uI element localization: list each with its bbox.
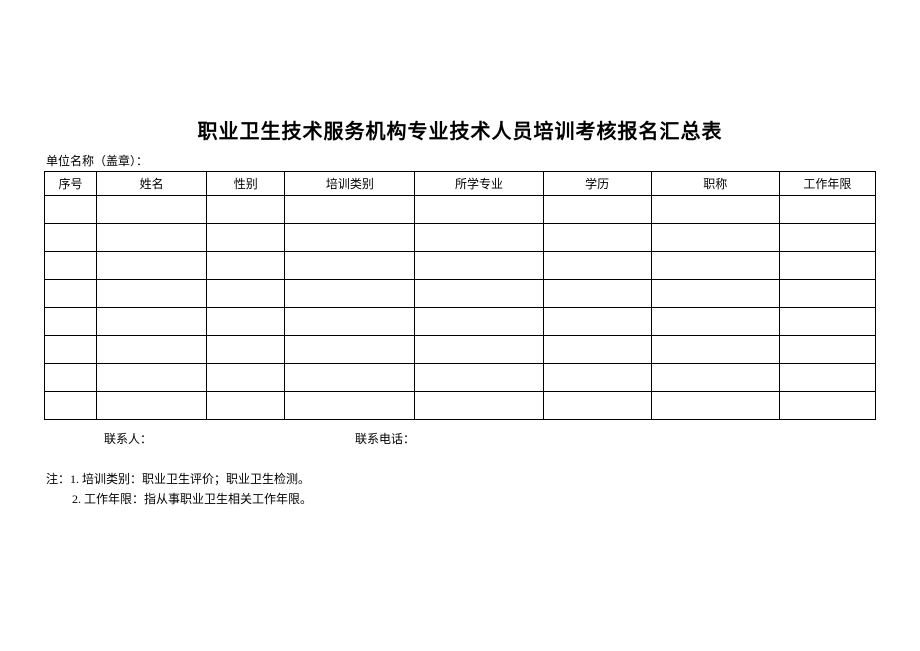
table-row (45, 280, 876, 308)
registration-table: 序号 姓名 性别 培训类别 所学专业 学历 职称 工作年限 (44, 171, 876, 420)
table-body (45, 196, 876, 420)
contact-info: 联系人： 联系电话： (44, 430, 876, 447)
col-header-sex: 性别 (207, 172, 285, 196)
col-header-title: 职称 (651, 172, 779, 196)
notes-section: 注：1. 培训类别：职业卫生评价；职业卫生检测。 2. 工作年限：指从事职业卫生… (44, 469, 876, 510)
col-header-type: 培训类别 (285, 172, 415, 196)
page-title: 职业卫生技术服务机构专业技术人员培训考核报名汇总表 (44, 115, 876, 144)
org-name-label: 单位名称（盖章）： (44, 152, 876, 169)
table-row (45, 224, 876, 252)
col-header-name: 姓名 (97, 172, 207, 196)
table-row (45, 392, 876, 420)
table-row (45, 364, 876, 392)
table-row (45, 308, 876, 336)
table-row (45, 196, 876, 224)
note-line-1: 注：1. 培训类别：职业卫生评价；职业卫生检测。 (46, 469, 876, 489)
table-row (45, 336, 876, 364)
col-header-seq: 序号 (45, 172, 97, 196)
note-line-2: 2. 工作年限：指从事职业卫生相关工作年限。 (46, 489, 876, 509)
contact-phone-label: 联系电话： (355, 430, 415, 447)
table-row (45, 252, 876, 280)
document-page: 职业卫生技术服务机构专业技术人员培训考核报名汇总表 单位名称（盖章）： 序号 姓… (0, 0, 920, 510)
col-header-major: 所学专业 (415, 172, 543, 196)
col-header-years: 工作年限 (779, 172, 875, 196)
col-header-edu: 学历 (543, 172, 651, 196)
table-header-row: 序号 姓名 性别 培训类别 所学专业 学历 职称 工作年限 (45, 172, 876, 196)
contact-person-label: 联系人： (104, 430, 152, 447)
